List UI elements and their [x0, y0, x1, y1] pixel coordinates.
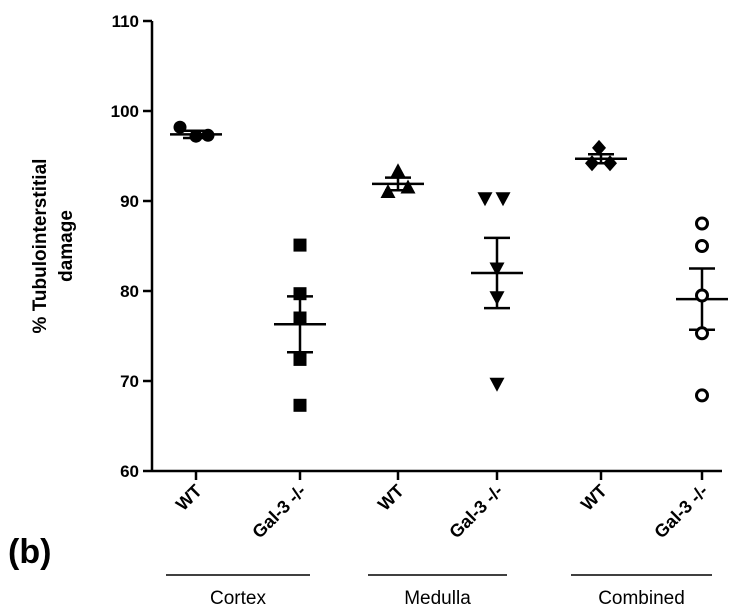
y-tick-label: 100 [111, 102, 139, 121]
data-point-square [293, 238, 307, 252]
data-point-diamond [592, 139, 606, 156]
data-point-circle [173, 120, 187, 134]
group-label: Cortex [210, 588, 266, 609]
y-tick-label: 110 [112, 12, 139, 31]
x-tick-label: Gal-3 -/- [445, 481, 507, 543]
axes [143, 19, 722, 576]
y-axis-title: damage [56, 210, 77, 282]
group-label: Combined [598, 588, 685, 609]
data-point-square [293, 311, 307, 325]
data-point-square [293, 398, 307, 412]
data-point-diamond [585, 155, 599, 172]
data-point-square [293, 352, 307, 366]
x-tick-label: Gal-3 -/- [248, 481, 310, 543]
data-point-triangle-down [495, 192, 511, 207]
data-point-square [293, 287, 307, 301]
panel-label: (b) [8, 533, 51, 571]
data-point-triangle-down [489, 262, 505, 277]
y-tick-label: 90 [120, 192, 139, 211]
y-tick-label: 80 [120, 282, 139, 301]
y-axis-title: % Tubulointerstitial [30, 159, 51, 334]
data-point-triangle-down [477, 192, 493, 207]
data-point-triangle-down [489, 291, 505, 306]
data-point-open-circle [695, 388, 709, 403]
data-point-diamond [603, 155, 617, 172]
x-tick-label: Gal-3 -/- [650, 481, 712, 543]
labels: 60 70 80 90 100 110 WT Gal-3 -/- WT Gal-3 -/- WT Ga… [30, 12, 712, 609]
y-tick-label: 70 [120, 372, 139, 391]
y-tick-label: 60 [120, 462, 139, 481]
data-point-triangle-up [380, 184, 396, 198]
x-tick-label: WT [577, 481, 611, 515]
data-point-open-circle [695, 239, 709, 253]
data-point-triangle-down [489, 377, 505, 392]
group-label: Medulla [404, 588, 471, 609]
data-point-open-circle [695, 288, 709, 303]
data-points [170, 120, 728, 412]
data-point-triangle-up [390, 163, 406, 178]
data-point-open-circle [695, 326, 709, 341]
x-tick-label: WT [374, 481, 408, 515]
data-point-open-circle [695, 216, 709, 231]
x-tick-label: WT [172, 481, 206, 515]
data-point-circle [189, 129, 203, 143]
data-point-triangle-up [400, 179, 416, 194]
data-point-circle [201, 128, 215, 142]
